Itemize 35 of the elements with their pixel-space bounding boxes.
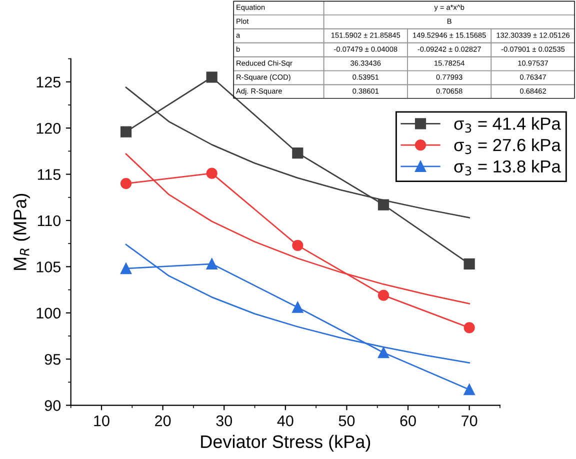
y-tick-label: 90 [44, 400, 61, 411]
x-tick-label: 20 [155, 415, 171, 426]
point [464, 322, 475, 334]
x-axis-title: Deviator Stress (kPa) [201, 434, 370, 452]
y-tick-label: 95 [44, 354, 60, 365]
point [206, 72, 218, 83]
legend-label: σ$_{3}$ = 13.8 kPa [454, 160, 561, 176]
legend-label: σ$_{3}$ = 41.4 kPa [454, 117, 561, 133]
y-tick-label: 125 [36, 76, 60, 88]
y-tick-label: 115 [38, 169, 60, 180]
point [464, 384, 475, 396]
point [378, 290, 390, 301]
x-tick-label: 70 [462, 415, 478, 426]
x-tick-label: 50 [338, 415, 355, 426]
point [378, 347, 390, 358]
point [292, 147, 304, 159]
y-axis-title: M$_{R}$ (MPa) [13, 194, 30, 270]
y-tick-label: 110 [38, 215, 61, 226]
x-tick-label: 30 [216, 415, 232, 426]
point [120, 126, 132, 138]
x-tick-label: 60 [400, 415, 416, 426]
point [120, 178, 132, 190]
point [464, 258, 475, 270]
point [292, 302, 304, 313]
point [120, 262, 132, 274]
y-tick-label: 100 [36, 308, 61, 319]
point [206, 258, 218, 270]
point [378, 199, 390, 210]
legend-label: σ$_{3}$ = 27.6 kPa [454, 138, 561, 154]
x-tick-label: 40 [277, 415, 294, 426]
y-tick-label: 120 [36, 122, 61, 134]
point [292, 240, 304, 251]
x-tick-label: 10 [94, 415, 110, 426]
point [206, 168, 218, 179]
y-tick-label: 105 [36, 262, 60, 272]
